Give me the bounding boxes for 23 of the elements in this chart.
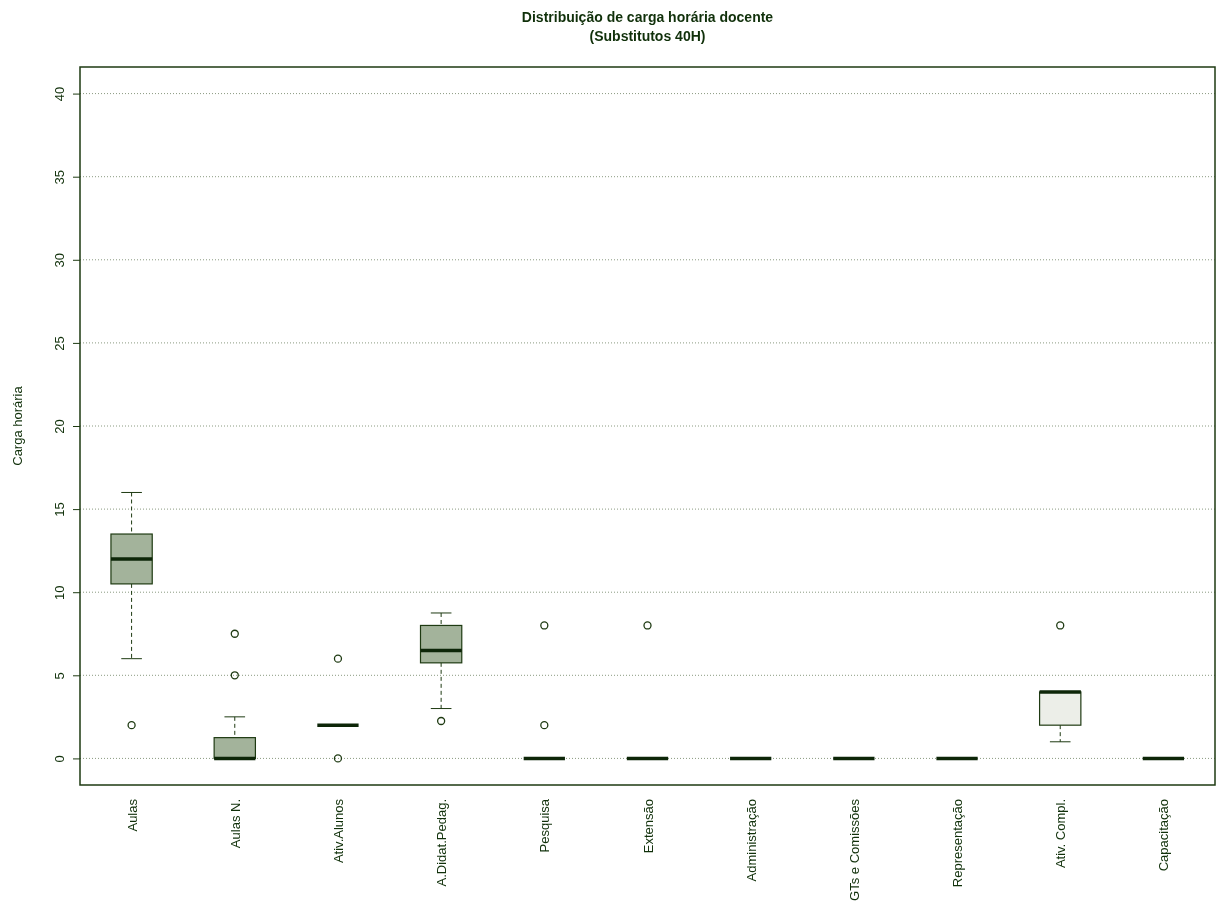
y-tick-label: 25 (52, 336, 67, 351)
chart-title: Distribuição de carga horária docente (521, 9, 774, 25)
y-tick-label: 30 (52, 253, 67, 268)
x-tick-label: GTs e Comissões (846, 798, 862, 901)
chart-subtitle: (Substitutos 40H) (589, 28, 706, 44)
y-tick-label: 10 (52, 585, 67, 600)
y-tick-label: 20 (52, 419, 67, 434)
y-tick-label: 5 (52, 672, 67, 680)
y-tick-label: 0 (52, 755, 67, 763)
x-tick-label: Pesquisa (537, 798, 553, 853)
x-tick-label: Ativ. Compl. (1053, 799, 1069, 869)
y-tick-label: 15 (52, 502, 67, 517)
y-tick-label: 35 (52, 169, 67, 185)
x-tick-label: A.Didat.Pedag. (434, 799, 450, 887)
x-tick-label: Representação (950, 799, 966, 888)
x-tick-label: Aulas (124, 798, 140, 832)
x-tick-label: Administração (743, 799, 759, 882)
x-tick-label: Capacitação (1156, 799, 1172, 872)
x-tick-label: Extensão (640, 799, 656, 854)
x-tick-label: Aulas N. (227, 799, 243, 849)
x-tick-label: Ativ.Alunos (331, 798, 346, 864)
y-axis-title: Carga horária (10, 385, 25, 466)
y-tick-label: 40 (52, 86, 67, 102)
